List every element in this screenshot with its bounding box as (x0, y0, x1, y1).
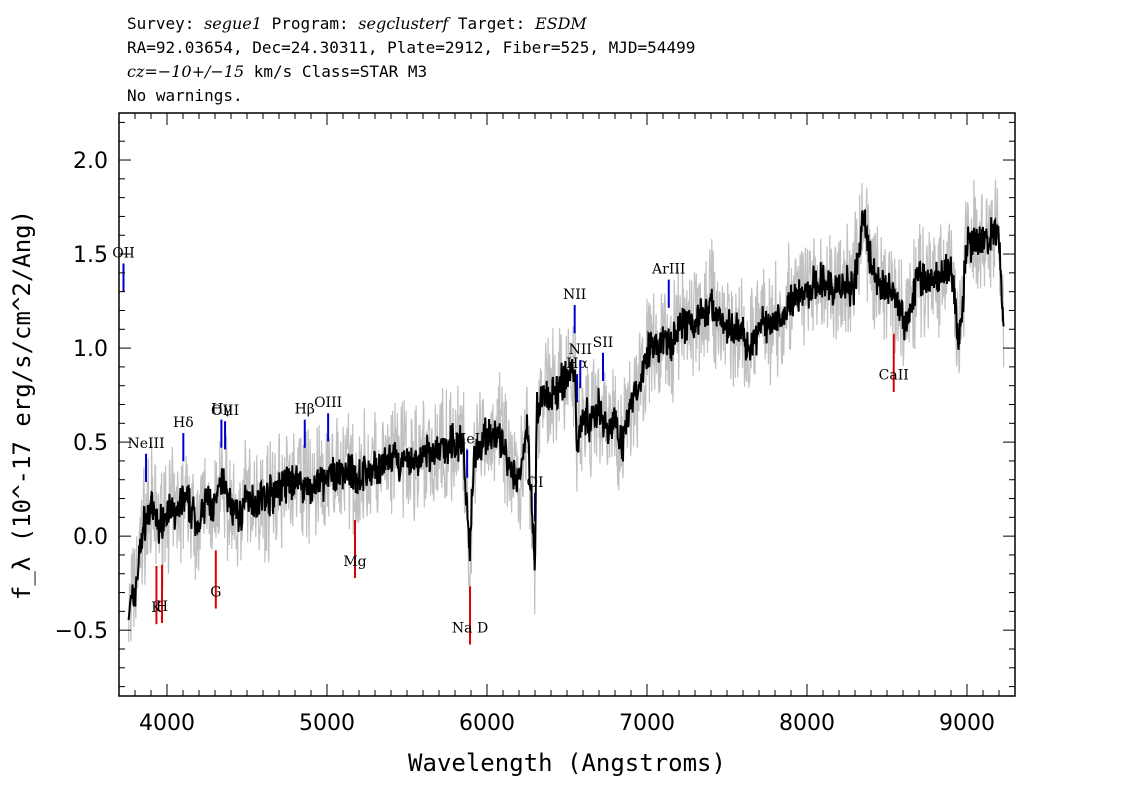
error-trace (128, 179, 1005, 642)
y-tick-label: 0.5 (73, 431, 108, 456)
x-tick-label: 6000 (459, 711, 515, 736)
line-label-16: G (210, 584, 221, 600)
flux-series (127, 209, 1005, 621)
header-line-redshift: cz=−10+/−15 km/s Class=STAR M3 (127, 60, 695, 84)
survey-value: segue1 (204, 14, 262, 33)
plot-frame (118, 112, 1016, 697)
line-label-9: NII (563, 287, 586, 303)
survey-label: Survey: (127, 14, 205, 33)
program-value: segclusterf (358, 14, 449, 33)
program-label: Program: (261, 14, 359, 33)
line-label-13: ArIII (651, 262, 685, 278)
x-tick-label: 8000 (779, 711, 835, 736)
line-label-18: Na D (452, 620, 488, 636)
error-band (128, 179, 1005, 642)
redshift-value: cz=−10+/−15 (127, 62, 245, 81)
class-text: km/s Class=STAR M3 (244, 62, 428, 81)
spectrum-header: Survey: segue1 Program: segclusterf Targ… (127, 12, 695, 108)
line-label-12: SII (593, 335, 614, 351)
header-line-warnings: No warnings. (127, 86, 243, 105)
line-label-14: K (151, 600, 162, 616)
line-label-0: OII (112, 245, 135, 261)
x-tick-label: 9000 (939, 711, 995, 736)
y-tick-label: 1.5 (73, 243, 108, 268)
header-line-coords: RA=92.03654, Dec=24.30311, Plate=2912, F… (127, 38, 696, 57)
line-label-2: Hδ (173, 415, 194, 431)
target-label: Target: (448, 14, 535, 33)
x-tick-label: 7000 (619, 711, 675, 736)
axis-ticks: 4000 5000 6000 7000 8000 9000 −0.5 0.0 0.5 1.0 1.5… (55, 113, 1016, 736)
line-label-11: NII (569, 342, 592, 358)
line-label-4: OIII (211, 403, 239, 419)
target-value: ESDM (534, 14, 587, 33)
y-tick-label: 2.0 (73, 149, 108, 174)
line-label-15: H (156, 599, 168, 615)
y-axis-title: f_λ (10^-17 erg/s/cm^2/Ang) (8, 210, 36, 600)
x-tick-label: 5000 (299, 711, 355, 736)
x-tick-label: 4000 (139, 711, 195, 736)
y-tick-label: −0.5 (55, 619, 108, 644)
y-tick-label: 0.0 (73, 525, 108, 550)
line-label-3: Hγ (211, 402, 232, 418)
y-tick-label: 1.0 (73, 337, 108, 362)
line-label-17: Mg (343, 554, 366, 570)
line-label-6: OIII (314, 395, 342, 411)
header-line-survey: Survey: segue1 Program: segclusterf Targ… (127, 12, 695, 36)
line-label-1: NeIII (127, 436, 164, 452)
line-label-19: CaII (879, 368, 909, 384)
x-axis-title: Wavelength (Angstroms) (408, 749, 726, 777)
flux-line (127, 209, 1005, 621)
line-label-5: Hβ (295, 402, 315, 418)
